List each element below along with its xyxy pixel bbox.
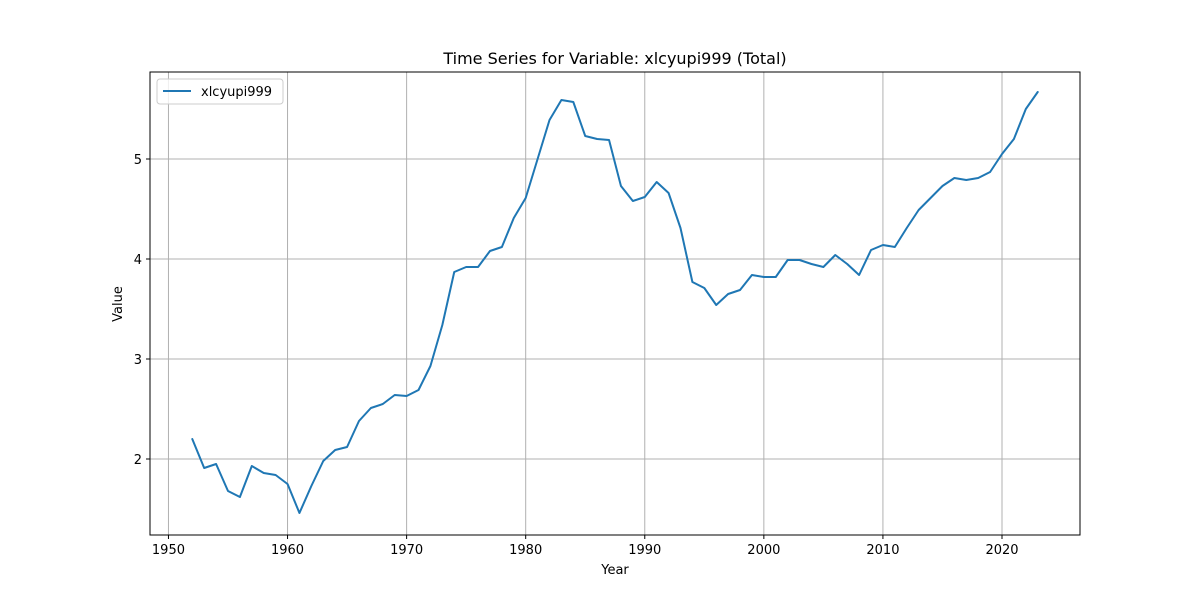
x-tick-label: 1970 — [390, 543, 423, 558]
x-tick-label: 2010 — [866, 543, 899, 558]
y-tick-label: 2 — [134, 453, 142, 468]
x-tick-label: 1950 — [152, 543, 185, 558]
legend-box — [156, 78, 284, 105]
y-axis-label: Value — [111, 286, 126, 322]
plot-frame — [149, 71, 1081, 536]
x-tick-label: 2000 — [747, 543, 780, 558]
ticks: 1950 1960 1970 1980 1990 2000 2010 2020 2 3 4 5 — [134, 153, 1019, 558]
y-tick-label: 3 — [134, 353, 142, 368]
legend: xlcyupi999 — [156, 78, 284, 105]
series-layer — [191, 91, 1039, 514]
x-tick-label: 1990 — [628, 543, 661, 558]
y-tick-label: 5 — [134, 153, 142, 168]
x-tick-label: 1980 — [509, 543, 542, 558]
grid — [150, 72, 1080, 535]
x-tick-label: 1960 — [271, 543, 304, 558]
chart-title: Time Series for Variable: xlcyupi999 (To… — [442, 49, 786, 68]
legend-label: xlcyupi999 — [201, 85, 272, 100]
y-tick-label: 4 — [134, 253, 142, 268]
x-tick-label: 2020 — [985, 543, 1018, 558]
x-axis-label: Year — [600, 563, 629, 578]
series-line-xlcyupi999 — [191, 91, 1039, 514]
